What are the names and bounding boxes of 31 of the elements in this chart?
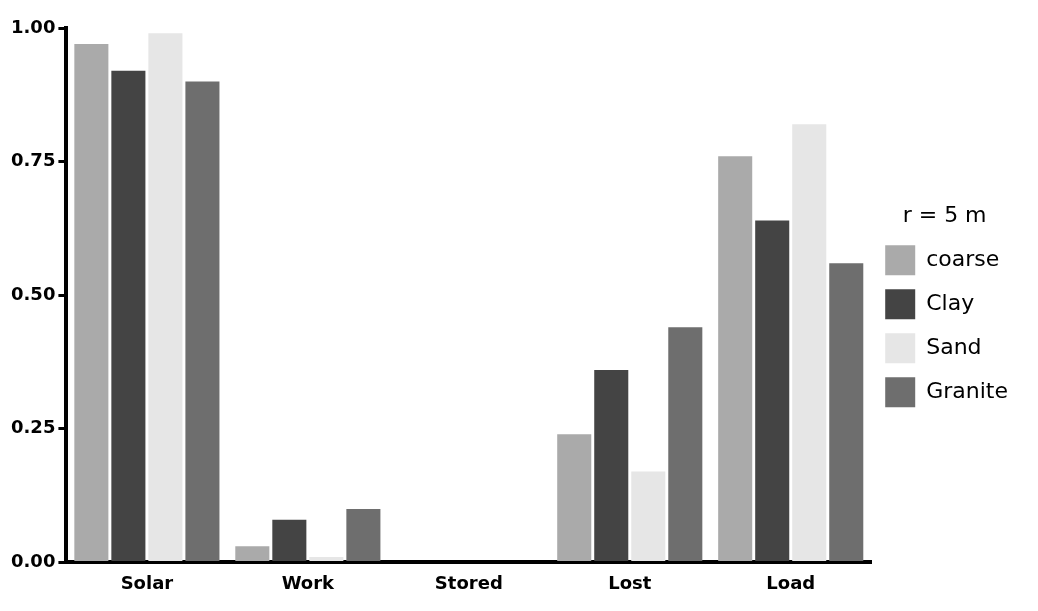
bar (148, 33, 183, 561)
y-tick-label: 0.25 (10, 416, 56, 438)
bar (346, 508, 381, 561)
legend-label: Sand (926, 333, 982, 359)
legend-title: r = 5 m (902, 201, 987, 227)
x-tick-label: Lost (608, 571, 652, 593)
legend-label: Granite (926, 377, 1009, 403)
bar (557, 434, 592, 561)
y-tick-label: 1.00 (10, 15, 56, 37)
bar (631, 471, 666, 561)
bar (272, 519, 307, 561)
x-tick-label: Solar (120, 571, 174, 593)
y-tick-label: 0.75 (10, 149, 56, 171)
x-tick-label: Stored (434, 571, 503, 593)
bar (594, 370, 629, 561)
bar (792, 124, 827, 561)
x-tick-label: Load (766, 571, 816, 593)
bar (74, 44, 109, 561)
bar (309, 557, 344, 561)
bar (718, 156, 753, 561)
bar (668, 327, 703, 561)
legend-label: coarse (926, 245, 1000, 271)
y-tick-label: 0.00 (10, 550, 56, 572)
bar (111, 70, 146, 561)
bar (185, 81, 220, 561)
bar (235, 546, 270, 561)
bar (829, 263, 864, 561)
bar (755, 220, 790, 561)
legend-label: Clay (926, 289, 975, 315)
y-tick-label: 0.50 (10, 282, 56, 304)
x-tick-label: Work (281, 571, 336, 593)
